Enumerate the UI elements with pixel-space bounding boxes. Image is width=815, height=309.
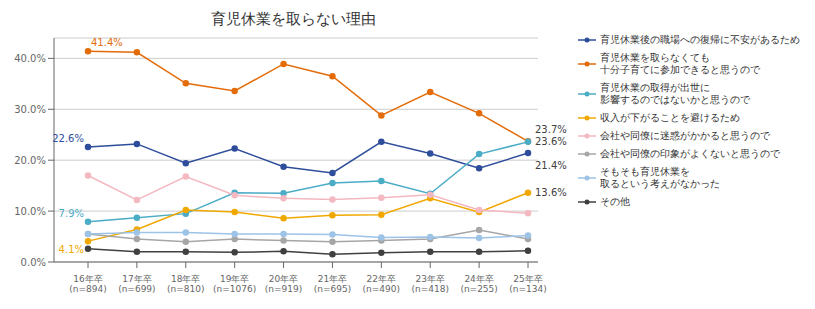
svg-text:0.0%: 0.0% (21, 257, 46, 268)
svg-text:20年卒(n=919): 20年卒(n=919) (265, 274, 302, 294)
svg-text:21.4%: 21.4% (535, 160, 567, 171)
html-text:会社や同僚の印象がよくないと思うので: 会社や同僚の印象がよくないと思うので (600, 148, 780, 159)
svg-text:25年卒(n=134): 25年卒(n=134) (509, 274, 546, 294)
svg-text:23.7%: 23.7% (535, 124, 567, 135)
svg-text:23年卒(n=418): 23年卒(n=418) (411, 274, 448, 294)
svg-text:24年卒(n=255): 24年卒(n=255) (460, 274, 497, 294)
html-text:収入が下がることを避けるため: 収入が下がることを避けるため (600, 112, 740, 123)
svg-text:13.6%: 13.6% (535, 187, 567, 198)
html-text:その他: その他 (600, 196, 630, 207)
svg-text:41.4%: 41.4% (91, 37, 123, 48)
html-text:育児休業を取らなくても: 育児休業を取らなくても (600, 52, 710, 63)
html-text:育児休業を取らない理由: 育児休業を取らない理由 (210, 10, 376, 28)
svg-text:7.9%: 7.9% (59, 208, 84, 219)
html-text:影響するのではないかと思うので: 影響するのではないかと思うので (600, 94, 750, 105)
html-text:十分子育てに参加できると思うので: 十分子育てに参加できると思うので (600, 64, 760, 75)
svg-text:20.0%: 20.0% (14, 155, 46, 166)
html-text:取るという考えがなかった: 取るという考えがなかった (600, 178, 720, 189)
svg-text:10.0%: 10.0% (14, 206, 46, 217)
svg-text:40.0%: 40.0% (14, 53, 46, 64)
svg-text:18年卒(n=810): 18年卒(n=810) (167, 274, 204, 294)
svg-text:23.6%: 23.6% (535, 136, 567, 147)
svg-text:22.6%: 22.6% (52, 133, 84, 144)
svg-text:17年卒(n=699): 17年卒(n=699) (118, 274, 155, 294)
svg-text:22年卒(n=490): 22年卒(n=490) (363, 274, 400, 294)
svg-text:21年卒(n=695): 21年卒(n=695) (314, 274, 351, 294)
svg-text:16年卒(n=894): 16年卒(n=894) (69, 274, 106, 294)
svg-text:4.1%: 4.1% (59, 244, 84, 255)
html-text:育児休業の取得が出世に: 育児休業の取得が出世に (600, 82, 710, 93)
html-text:そもそも育児休業を: そもそも育児休業を (600, 166, 690, 177)
svg-text:19年卒(n=1076): 19年卒(n=1076) (213, 274, 256, 294)
html-text:育児休業後の職場への復帰に不安があるため: 育児休業後の職場への復帰に不安があるため (600, 34, 800, 45)
svg-text:30.0%: 30.0% (14, 104, 46, 115)
html-text:会社や同僚に迷惑がかかると思うので: 会社や同僚に迷惑がかかると思うので (600, 130, 770, 141)
